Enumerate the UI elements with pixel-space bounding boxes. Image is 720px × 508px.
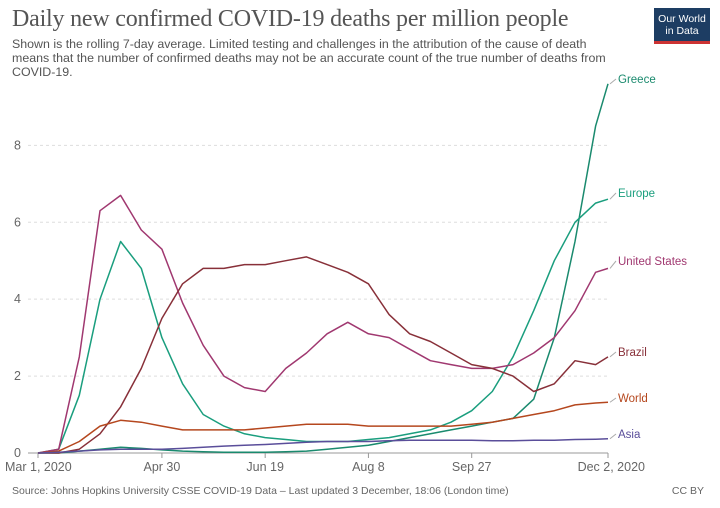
series-line-greece <box>38 83 609 454</box>
series-labels: Greece Europe United States Brazil World Asia <box>609 74 687 441</box>
x-tick-label: Dec 2, 2020 <box>578 460 645 474</box>
label-connector <box>609 433 617 440</box>
logo-line-1: Our World <box>658 13 706 25</box>
x-tick-label: Jun 19 <box>246 460 284 474</box>
x-axis-ticks: Mar 1, 2020 Apr 30 Jun 19 Aug 8 Sep 27 Dec 2,… <box>5 453 645 474</box>
label-connector <box>609 351 617 358</box>
series-lines <box>37 83 609 454</box>
license-link[interactable]: CC BY <box>671 485 704 497</box>
owid-logo[interactable]: Our World in Data <box>654 8 710 44</box>
series-label: Asia <box>618 429 641 441</box>
logo-line-2: in Data <box>665 25 699 37</box>
x-tick-label: Aug 8 <box>352 460 385 474</box>
chart-title: Daily new confirmed COVID-19 deaths per … <box>12 6 569 32</box>
y-tick-label: 2 <box>14 369 21 383</box>
series-label: Brazil <box>618 347 647 359</box>
y-tick-label: 6 <box>14 215 21 229</box>
y-tick-label: 4 <box>14 292 21 306</box>
label-connector <box>609 192 617 200</box>
label-connector <box>609 260 617 269</box>
y-tick-label: 8 <box>14 138 21 152</box>
y-tick-label: 0 <box>14 446 21 460</box>
label-connector <box>609 397 617 403</box>
label-connector <box>609 78 617 85</box>
series-label: United States <box>618 256 687 268</box>
series-label: Greece <box>618 74 656 86</box>
series-line-europe <box>37 198 609 454</box>
series-label: World <box>618 393 648 405</box>
x-tick-label: Mar 1, 2020 <box>5 460 72 474</box>
series-line-world <box>37 401 609 454</box>
series-line-united-states <box>37 194 609 454</box>
series-line-brazil <box>38 256 609 454</box>
series-label: Europe <box>618 188 655 200</box>
x-tick-label: Sep 27 <box>452 460 492 474</box>
logo-accent-bar <box>654 41 710 44</box>
chart-subtitle: Shown is the rolling 7-day average. Limi… <box>12 37 606 79</box>
source-note: Source: Johns Hopkins University CSSE CO… <box>12 485 509 497</box>
y-axis-ticks: 0 2 4 6 8 <box>14 138 21 460</box>
grid-lines <box>28 144 608 454</box>
x-tick-label: Apr 30 <box>143 460 180 474</box>
series-line-asia <box>37 438 609 454</box>
